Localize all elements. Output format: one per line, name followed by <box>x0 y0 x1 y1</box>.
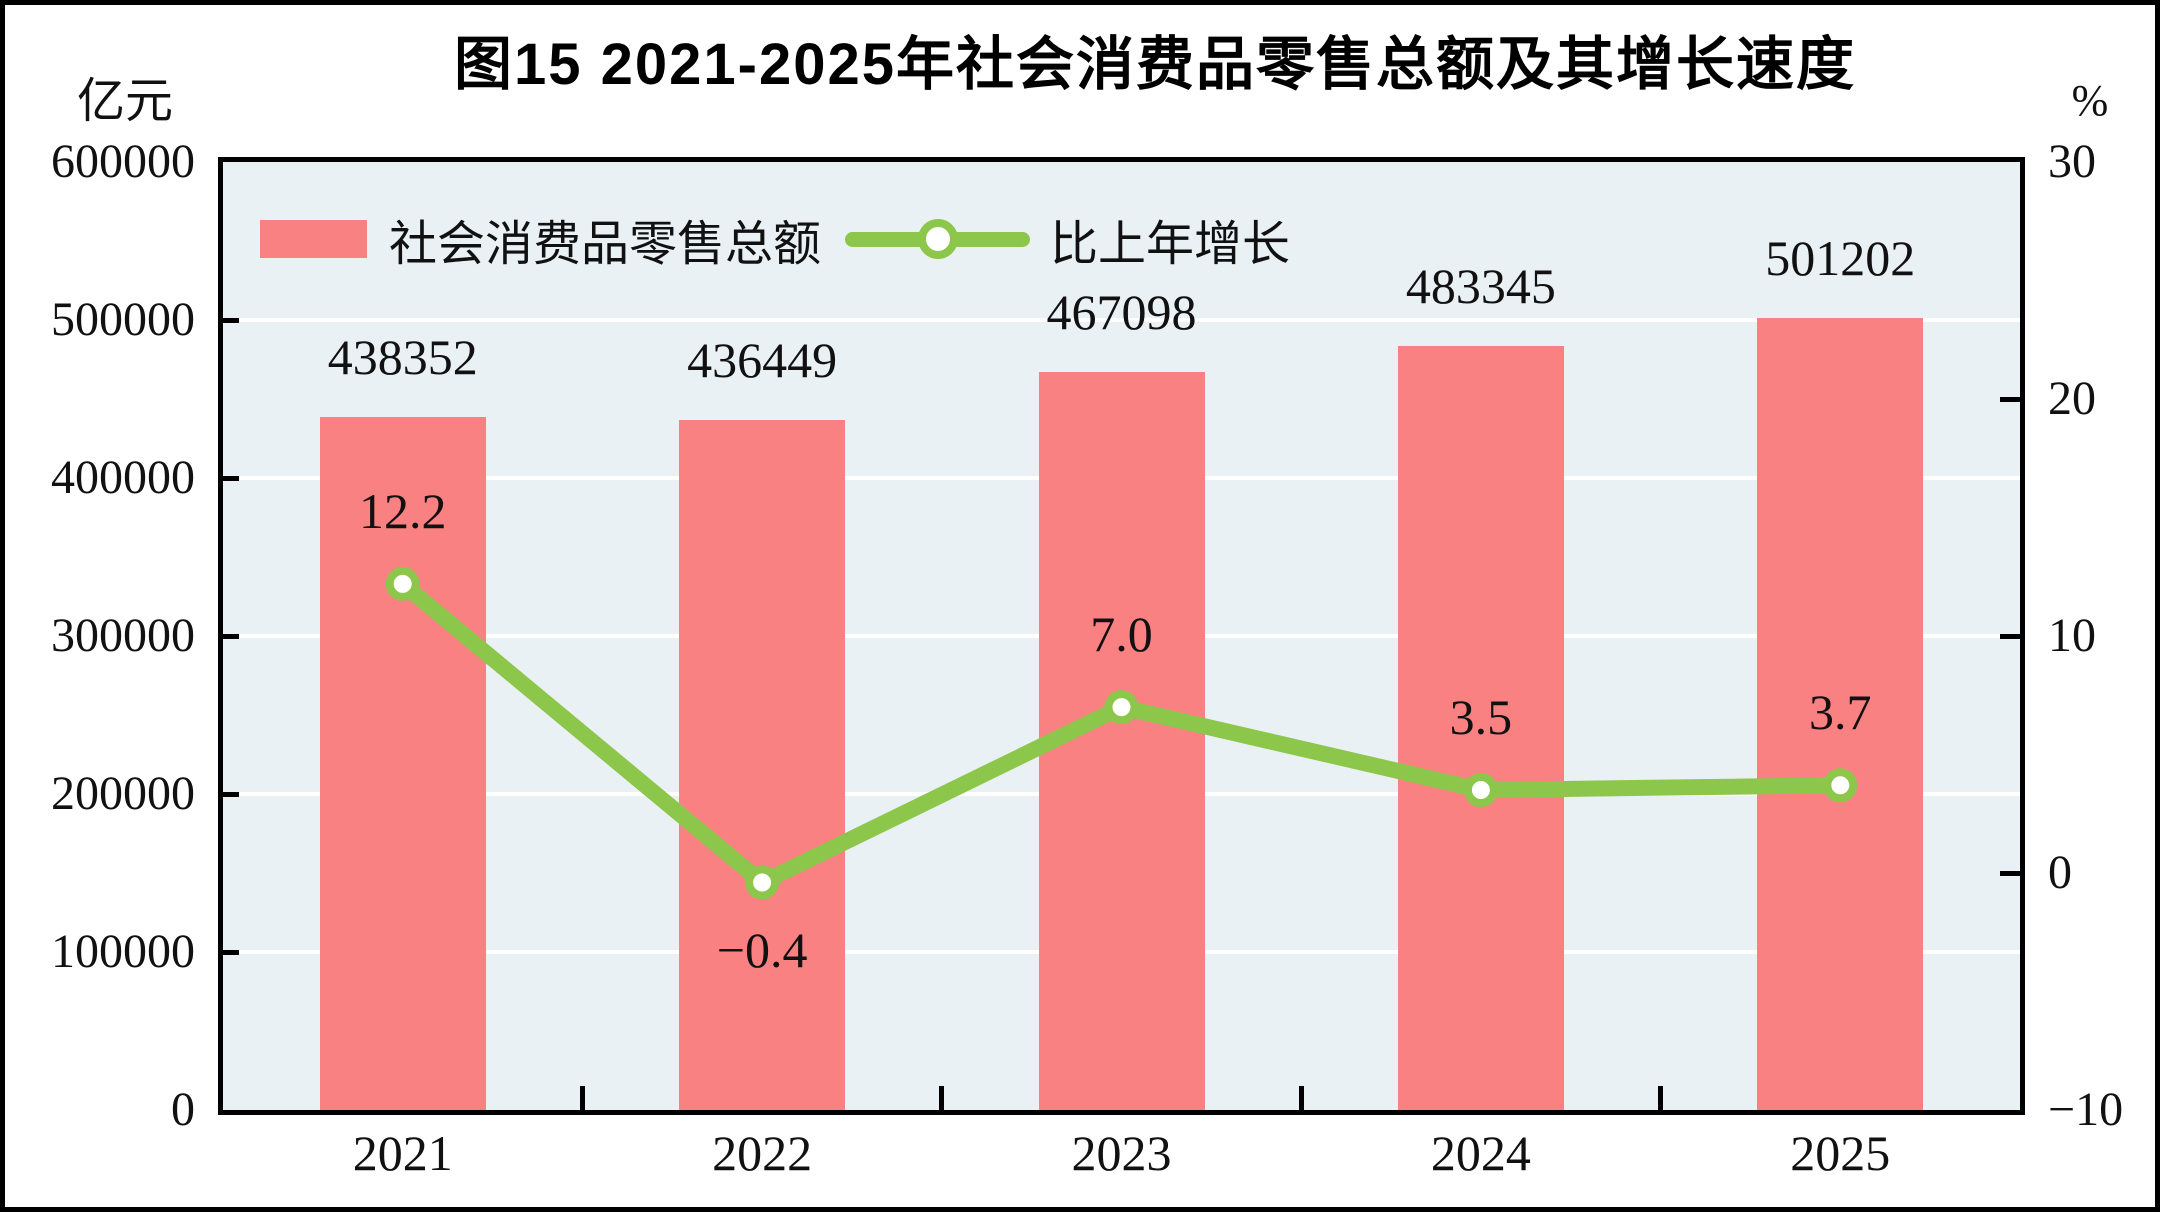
bar-2024 <box>1397 346 1564 1110</box>
legend-line-marker-icon <box>917 219 958 259</box>
x-axis-label-2024: 2024 <box>1430 1125 1531 1181</box>
right-axis-tick-label: 20 <box>2048 372 2096 425</box>
left-axis-tick-label: 300000 <box>51 609 195 662</box>
growth-value-label: 12.2 <box>358 482 447 539</box>
growth-point-marker <box>1823 768 1858 803</box>
bar-2021 <box>319 417 486 1110</box>
left-axis-tick-label: 600000 <box>51 135 195 188</box>
plot-area: 438352 436449 467098 483345 501202 12.2 −0.4 7.… <box>223 162 2020 1110</box>
growth-value-label: −0.4 <box>716 922 808 979</box>
left-axis-tick-label: 0 <box>171 1083 195 1136</box>
growth-point-marker <box>1463 773 1498 808</box>
right-axis-unit-label: % <box>2071 76 2109 125</box>
legend-bar-label: 社会消费品零售总额 <box>389 218 822 271</box>
growth-point-marker <box>1104 690 1139 725</box>
x-axis-tick <box>579 1086 585 1110</box>
x-axis-label-2021: 2021 <box>352 1125 453 1181</box>
growth-value-label: 3.5 <box>1449 689 1513 746</box>
growth-point-marker <box>385 566 420 601</box>
legend-bar-swatch <box>260 220 367 258</box>
left-axis-tick <box>223 475 239 481</box>
right-axis-tick-label: 0 <box>2048 846 2072 899</box>
plot-frame: 438352 436449 467098 483345 501202 12.2 −0.4 7.… <box>218 157 2025 1115</box>
legend-line-sample <box>845 219 1031 259</box>
growth-value-label: 7.0 <box>1090 606 1153 663</box>
legend-line-label: 比上年增长 <box>1050 218 1291 271</box>
left-axis-tick <box>223 317 239 323</box>
left-axis-unit-label: 亿元 <box>76 75 173 128</box>
left-axis-tick <box>223 633 239 639</box>
right-axis-tick <box>2000 633 2020 639</box>
left-axis-tick-label: 200000 <box>51 767 195 820</box>
growth-value-label: 3.7 <box>1809 684 1872 741</box>
bar-2025 <box>1757 318 1924 1110</box>
x-axis-label-2023: 2023 <box>1071 1125 1172 1181</box>
x-axis-tick <box>939 1086 945 1110</box>
growth-point-marker <box>745 865 780 900</box>
left-axis-tick-label: 400000 <box>51 451 195 504</box>
left-axis-tick-label: 500000 <box>51 293 195 346</box>
right-axis-tick-label: 10 <box>2048 609 2096 662</box>
bar-value-label: 438352 <box>327 329 478 386</box>
bar-value-label: 467098 <box>1046 283 1197 340</box>
bar-value-label: 501202 <box>1765 230 1916 287</box>
right-axis-tick-label: 30 <box>2048 135 2096 188</box>
gridline <box>223 318 2020 322</box>
x-axis-label-2025: 2025 <box>1790 1125 1891 1181</box>
x-axis-tick <box>1658 1086 1664 1110</box>
x-axis-label-2022: 2022 <box>712 1125 813 1181</box>
right-axis-tick <box>2000 396 2020 402</box>
bar-value-label: 436449 <box>687 332 838 389</box>
legend: 社会消费品零售总额 比上年增长 <box>260 204 1290 274</box>
left-axis-tick <box>223 949 239 955</box>
growth-line-chart <box>385 566 1858 900</box>
bar-value-label: 483345 <box>1405 258 1556 315</box>
left-axis-tick-label: 100000 <box>51 925 195 978</box>
x-axis-tick <box>1298 1086 1304 1110</box>
chart-title: 图15 2021-2025年社会消费品零售总额及其增长速度 <box>454 32 1856 97</box>
bar-2022 <box>679 420 846 1110</box>
right-axis-tick <box>2000 870 2020 876</box>
left-axis-tick <box>223 791 239 797</box>
right-axis-tick-label: −10 <box>2048 1083 2124 1136</box>
